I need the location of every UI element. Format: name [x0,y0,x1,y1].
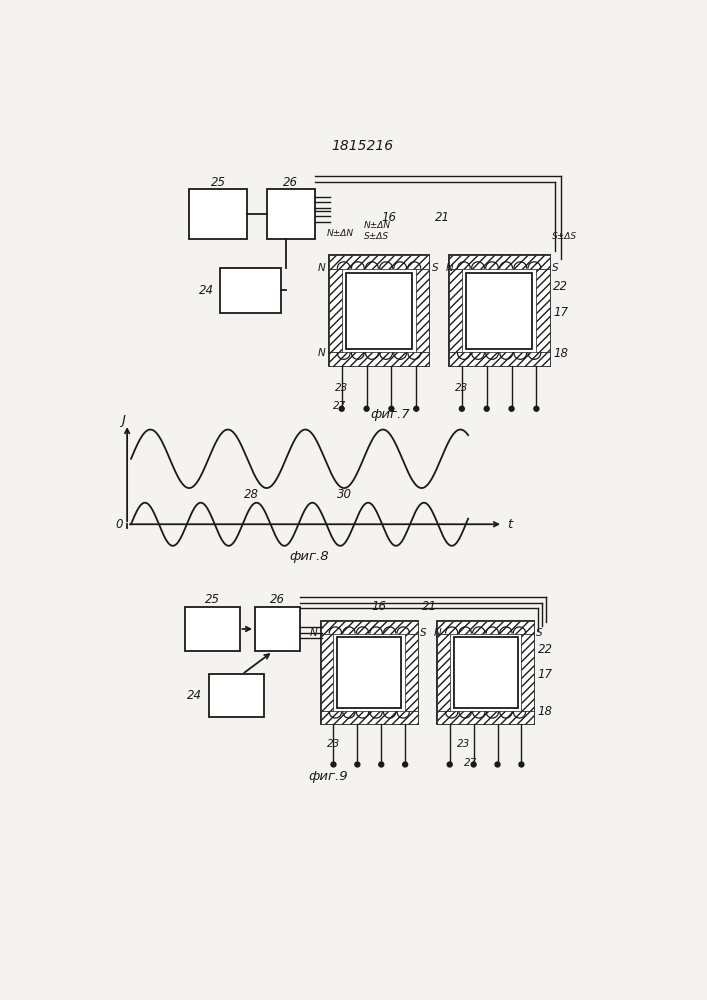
Text: 16: 16 [371,600,387,613]
Text: 27: 27 [464,758,477,768]
Bar [521,634,534,711]
Text: 28: 28 [244,488,259,501]
Text: 18: 18 [538,705,553,718]
Bar [449,255,549,366]
Text: 23: 23 [327,739,340,749]
Circle shape [389,406,394,411]
Bar [329,269,341,352]
Text: 23: 23 [455,383,468,393]
Bar [185,607,240,651]
Text: 21: 21 [435,211,450,224]
Bar [454,637,518,708]
Bar [437,620,534,634]
Bar [416,269,429,352]
Circle shape [471,762,476,767]
Circle shape [484,406,489,411]
Bar [321,634,334,711]
Text: фиг.9: фиг.9 [309,770,349,783]
Circle shape [534,406,539,411]
Text: 23: 23 [335,383,348,393]
Circle shape [414,406,419,411]
Bar [220,268,281,312]
Text: N±ΔN: N±ΔN [364,221,391,230]
Circle shape [519,762,524,767]
Text: фиг.8: фиг.8 [289,550,329,563]
Bar [346,273,412,349]
Bar [189,189,247,239]
Text: S: S [420,628,427,638]
Text: 24: 24 [199,284,214,297]
Text: J: J [121,414,125,427]
Text: 18: 18 [554,347,568,360]
Circle shape [379,762,384,767]
Text: фиг.7: фиг.7 [370,408,411,421]
Text: N: N [317,263,325,273]
Circle shape [339,406,344,411]
Text: S±ΔS: S±ΔS [364,232,389,241]
Text: N: N [317,348,325,358]
Text: N±ΔN: N±ΔN [327,229,354,238]
Text: 25: 25 [205,593,220,606]
Bar [321,620,418,634]
Text: N: N [434,628,442,638]
Text: 17: 17 [538,668,553,681]
Bar [329,255,429,269]
Text: t: t [507,518,512,531]
Text: 16: 16 [382,211,397,224]
Bar [337,637,402,708]
Text: 21: 21 [422,600,437,613]
Text: 25: 25 [211,176,226,189]
Circle shape [448,762,452,767]
Text: 22: 22 [538,643,553,656]
Bar [466,273,532,349]
Bar [437,634,450,711]
Text: 30: 30 [337,488,351,501]
Circle shape [403,762,408,767]
Bar [329,352,429,366]
Text: S±ΔS: S±ΔS [552,232,577,241]
Text: 26: 26 [270,593,285,606]
Bar [437,711,534,724]
Text: N: N [445,263,453,273]
Text: S: S [552,263,559,273]
Circle shape [331,762,336,767]
Bar [267,189,315,239]
Bar [449,352,549,366]
Text: 27: 27 [332,401,346,411]
Bar [329,255,429,366]
Text: 22: 22 [554,280,568,293]
Bar [449,269,462,352]
Text: N: N [310,628,317,638]
Bar [537,269,549,352]
Circle shape [495,762,500,767]
Bar [321,620,418,724]
Text: 23: 23 [457,739,469,749]
Text: 24: 24 [187,689,202,702]
Bar [209,674,264,717]
Bar [449,255,549,269]
Circle shape [364,406,369,411]
Text: S: S [537,628,543,638]
Text: 0: 0 [116,518,123,531]
Bar [437,620,534,724]
Text: 1815216: 1815216 [332,139,394,153]
Text: S: S [432,263,438,273]
Circle shape [460,406,464,411]
Bar [405,634,418,711]
Bar [255,607,300,651]
Text: 26: 26 [283,176,298,189]
Bar [321,711,418,724]
Circle shape [509,406,514,411]
Circle shape [355,762,360,767]
Text: 17: 17 [554,306,568,319]
